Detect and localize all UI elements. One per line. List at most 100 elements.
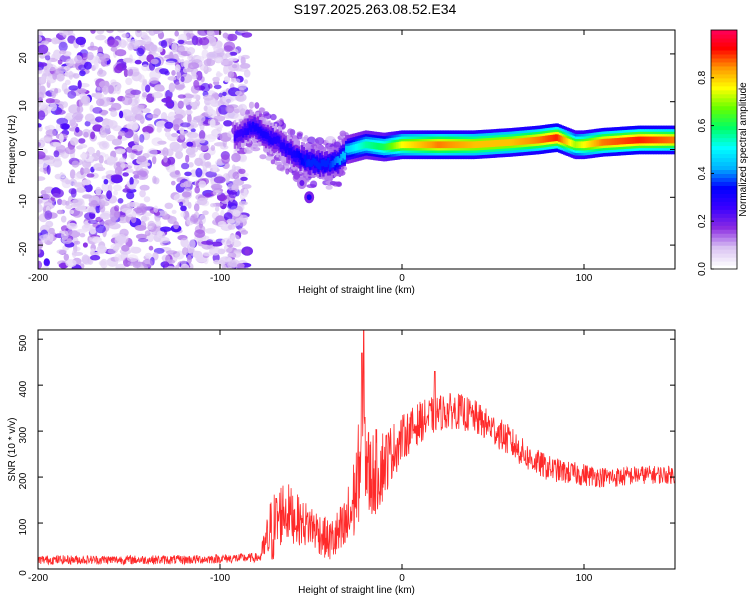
noise-speck [65, 112, 74, 121]
noise-speck [91, 93, 96, 98]
onset-speck [315, 137, 325, 145]
noise-speck [138, 104, 146, 109]
noise-speck [69, 118, 76, 127]
noise-speck [221, 154, 230, 164]
snr-series-line [38, 330, 675, 566]
ridge-cell [576, 141, 579, 149]
ridge-cell [400, 141, 404, 149]
noise-speck [79, 233, 86, 238]
noise-speck [49, 102, 57, 112]
ridge-cell [564, 137, 567, 145]
noise-speck [145, 30, 152, 33]
colorbar-segment [711, 93, 737, 99]
noise-speck [105, 134, 116, 142]
onset-speck [310, 180, 318, 188]
noise-speck [38, 260, 43, 269]
ridge-cell [392, 142, 395, 150]
noise-speck [164, 131, 171, 138]
ridge-cell [602, 138, 605, 146]
noise-speck [45, 220, 54, 228]
onset-speck [265, 155, 274, 161]
ridge-cell [268, 135, 271, 143]
noise-speck [191, 213, 198, 220]
colorbar-segment [711, 221, 737, 226]
ridge-cell [448, 141, 451, 149]
noise-speck [73, 240, 81, 245]
noise-speck [240, 63, 251, 69]
noise-speck [96, 30, 105, 35]
noise-speck [240, 176, 248, 181]
noise-speck [183, 181, 189, 188]
noise-speck [203, 58, 216, 67]
noise-speck [198, 138, 206, 144]
ridge-cell [399, 141, 402, 149]
noise-speck [238, 201, 248, 206]
noise-speck [78, 64, 87, 71]
noise-speck [90, 254, 101, 261]
colorbar-segment [711, 109, 737, 115]
ridge-cell [671, 136, 674, 144]
noise-speck [143, 196, 151, 203]
noise-speck [84, 212, 96, 220]
noise-speck [139, 134, 145, 143]
noise-speck [108, 222, 121, 230]
ridge-cell [330, 161, 333, 168]
ridge-cell [397, 141, 400, 149]
ridge-cell [381, 143, 384, 151]
noise-speck [123, 128, 134, 139]
noise-speck [174, 113, 184, 120]
noise-speck [115, 263, 126, 269]
ridge-cell [535, 136, 538, 144]
ridge-cell [304, 156, 307, 168]
ridge-cell [510, 139, 513, 146]
ridge-cell [415, 141, 418, 149]
noise-speck [82, 242, 88, 248]
ridge-cell [237, 130, 240, 137]
noise-speck [184, 171, 192, 177]
ridge-cell [356, 143, 359, 151]
ridge-cell [246, 128, 250, 135]
ridge-cell [446, 141, 450, 149]
noise-speck [197, 120, 204, 127]
ridge-cell [651, 136, 654, 144]
noise-speck [96, 245, 107, 254]
line-xtick-label: -200 [28, 573, 48, 584]
noise-speck [129, 177, 134, 186]
noise-speck [114, 166, 123, 176]
ridge-cell [407, 141, 410, 149]
ridge-cell [659, 136, 662, 144]
noise-speck [41, 265, 50, 269]
noise-speck [206, 51, 217, 60]
onset-speck [287, 128, 294, 135]
ridge-cell [585, 141, 589, 148]
noise-speck [222, 32, 229, 39]
heatmap-ytick-label: -20 [18, 241, 29, 256]
noise-speck [148, 245, 154, 251]
noise-speck [233, 78, 241, 83]
noise-speck [201, 240, 213, 245]
ridge-cell [608, 138, 612, 146]
colorbar-segment [711, 217, 737, 222]
noise-speck [110, 102, 122, 111]
ridge-cell [263, 131, 266, 138]
noise-speck [64, 146, 76, 155]
colorbar-segment [711, 177, 737, 182]
noise-speck [48, 227, 55, 234]
noise-speck [244, 249, 250, 255]
colorbar-segment [711, 73, 737, 79]
noise-speck [123, 68, 129, 78]
noise-speck [86, 173, 95, 178]
ridge-cell [432, 141, 435, 149]
noise-speck [101, 182, 109, 192]
noise-speck [221, 237, 233, 246]
onset-speck [307, 136, 316, 145]
ridge-cell [445, 141, 448, 149]
ridge-cell [353, 144, 356, 152]
ridge-cell [623, 137, 626, 145]
noise-speck [72, 249, 77, 258]
noise-speck [240, 54, 250, 60]
ridge-cell [628, 137, 631, 144]
ridge-cell [266, 132, 269, 140]
noise-speck [206, 30, 215, 35]
colorbar-segment [711, 45, 737, 51]
